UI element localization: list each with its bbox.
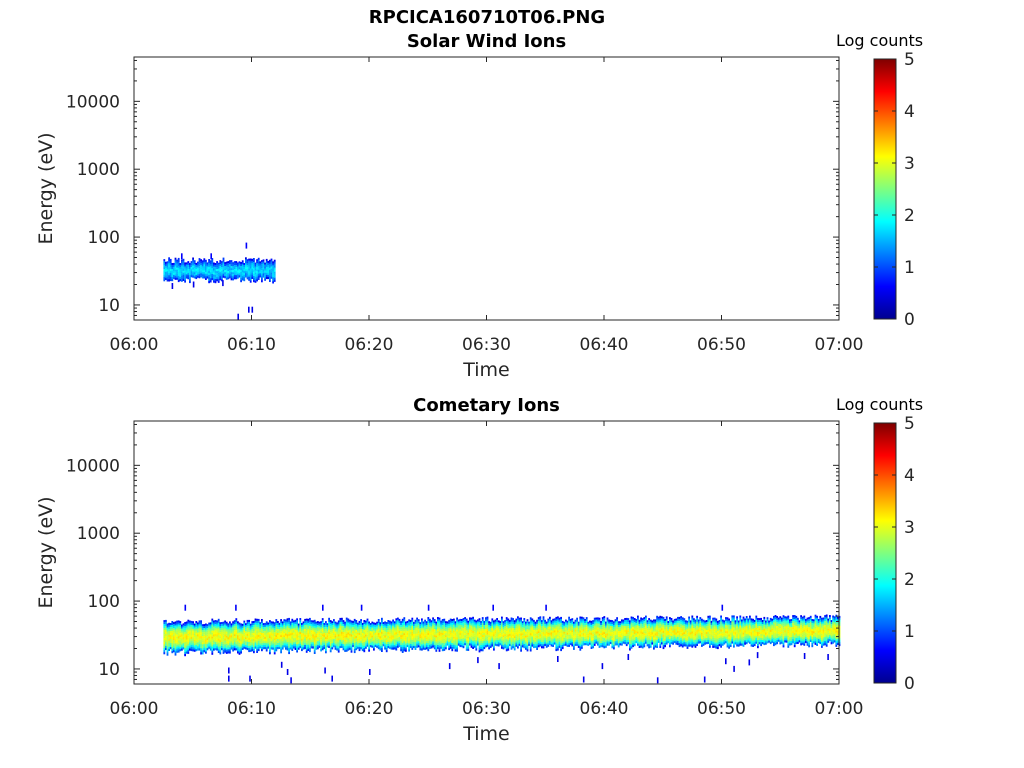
panel-2-sparse-point-13 bbox=[286, 669, 289, 675]
colorbar-2-tick-label-4: 3 bbox=[904, 518, 915, 538]
colorbar-1-label: Log counts bbox=[836, 31, 924, 50]
panel-2-sparse-point-25 bbox=[725, 658, 727, 665]
panel-2-sparse-point-22 bbox=[601, 663, 604, 670]
figure-title: RPCICA160710T06.PNG bbox=[368, 7, 606, 28]
panel-1-sparse-point-1 bbox=[245, 242, 248, 249]
panel-2-sparse-point-10 bbox=[228, 675, 230, 682]
panel-2-title: Cometary Ions bbox=[413, 395, 560, 416]
panel-1-x-tick-label-6: 06:50 bbox=[697, 335, 746, 355]
panel-1-sparse-point-3 bbox=[251, 306, 254, 313]
colorbar-1-tick-label-4: 3 bbox=[904, 154, 915, 174]
panel-2-sparse-point-7 bbox=[545, 604, 547, 611]
panel-2-sparse-point-23 bbox=[656, 677, 659, 684]
colorbar-2 bbox=[873, 422, 897, 684]
panel-1-band-1 bbox=[163, 257, 276, 284]
panel-1-y-tick-label-3: 1000 bbox=[77, 160, 120, 180]
panel-1-y-axis-label: Energy (eV) bbox=[35, 132, 57, 244]
panel-2-sparse-point-15 bbox=[324, 667, 326, 674]
panel-1-x-axis-label: Time bbox=[462, 359, 510, 381]
panel-2-x-tick-label-4: 06:30 bbox=[462, 699, 511, 719]
colorbar-1-tick-label-6: 5 bbox=[904, 50, 915, 70]
panel-2-sparse-point-4 bbox=[360, 604, 363, 611]
panel-1-y-tick-label-4: 10000 bbox=[66, 92, 120, 112]
panel-2-y-axis-label: Energy (eV) bbox=[35, 496, 57, 608]
colorbar-1-tick-label-1: 0 bbox=[904, 310, 915, 330]
panel-2-sparse-point-6 bbox=[492, 604, 494, 611]
panel-1-y-tick-label-1: 10 bbox=[98, 296, 120, 316]
panel-1-title: Solar Wind Ions bbox=[406, 31, 567, 52]
colorbar-2-tick-label-3: 2 bbox=[904, 570, 915, 590]
panel-2-y-tick-label-1: 10 bbox=[98, 660, 120, 680]
colorbar-1-tick-label-2: 1 bbox=[904, 258, 915, 278]
panel-1-axes-box bbox=[133, 56, 840, 321]
panel-2-x-tick-label-6: 06:50 bbox=[697, 699, 746, 719]
panel-2-sparse-point-28 bbox=[756, 652, 759, 659]
panel-2-sparse-point-8 bbox=[721, 604, 724, 611]
panel-1-sparse-point-6 bbox=[210, 253, 212, 260]
panel-2-sparse-point-32 bbox=[627, 654, 630, 660]
panel-2-x-tick-label-7: 07:00 bbox=[815, 699, 864, 719]
panel-1-sparse-point-4 bbox=[237, 313, 239, 320]
colorbar-2-tick-label-6: 5 bbox=[904, 414, 915, 434]
panel-2-x-tick-label-2: 06:10 bbox=[227, 699, 276, 719]
colorbar-1-tick-label-5: 4 bbox=[904, 102, 915, 122]
panel-1-x-tick-label-7: 07:00 bbox=[815, 335, 864, 355]
panel-2-sparse-point-1 bbox=[184, 604, 187, 611]
panel-2-sparse-point-18 bbox=[448, 663, 451, 670]
colorbar-1-tick-label-3: 2 bbox=[904, 206, 915, 226]
panel-2-band-1 bbox=[163, 614, 841, 657]
panel-2-sparse-point-3 bbox=[322, 604, 324, 611]
panel-2-sparse-point-27 bbox=[748, 659, 751, 666]
panel-2-sparse-point-9 bbox=[228, 667, 230, 674]
colorbar-2-tick-label-1: 0 bbox=[904, 674, 915, 694]
colorbar-1 bbox=[873, 58, 897, 320]
panel-2-y-tick-label-4: 10000 bbox=[66, 456, 120, 476]
panel-2-sparse-point-21 bbox=[582, 676, 585, 683]
panel-1-sparse-point-9 bbox=[222, 280, 224, 287]
panel-1-x-tick-label-5: 06:40 bbox=[580, 335, 629, 355]
panel-2-sparse-point-14 bbox=[290, 677, 292, 684]
panel-2-sparse-point-26 bbox=[733, 665, 735, 672]
panel-1-x-tick-label-1: 06:00 bbox=[110, 335, 159, 355]
panel-2-sparse-point-29 bbox=[803, 653, 806, 659]
panel-2-sparse-point-30 bbox=[827, 654, 829, 660]
panel-2-sparse-point-19 bbox=[477, 657, 479, 664]
panel-2-sparse-point-20 bbox=[498, 663, 500, 670]
panel-2-y-tick-label-2: 100 bbox=[88, 592, 120, 612]
panel-1-y-tick-label-2: 100 bbox=[88, 228, 120, 248]
colorbar-2-tick-label-5: 4 bbox=[904, 466, 915, 486]
panel-2-x-tick-label-5: 06:40 bbox=[580, 699, 629, 719]
panel-2-sparse-point-12 bbox=[280, 661, 283, 668]
panel-2-x-tick-label-1: 06:00 bbox=[110, 699, 159, 719]
panel-2-sparse-point-2 bbox=[235, 604, 237, 611]
panel-1-sparse-point-2 bbox=[248, 306, 250, 313]
colorbar-2-tick-label-2: 1 bbox=[904, 622, 915, 642]
panel-2-sparse-point-5 bbox=[427, 604, 430, 611]
panel-2-sparse-point-16 bbox=[331, 675, 333, 682]
panel-2-x-axis-label: Time bbox=[462, 723, 510, 745]
panel-1-sparse-point-5 bbox=[181, 253, 183, 260]
panel-2-y-tick-label-3: 1000 bbox=[77, 524, 120, 544]
panel-1-x-tick-label-2: 06:10 bbox=[227, 335, 276, 355]
panel-1-x-tick-label-4: 06:30 bbox=[462, 335, 511, 355]
panel-2-x-tick-label-3: 06:20 bbox=[345, 699, 394, 719]
panel-2-sparse-point-11 bbox=[249, 675, 251, 682]
panel-1-x-tick-label-3: 06:20 bbox=[345, 335, 394, 355]
panel-2-sparse-point-31 bbox=[557, 656, 559, 662]
panel-1-sparse-point-7 bbox=[171, 283, 174, 289]
panel-2-sparse-point-17 bbox=[369, 669, 371, 675]
colorbar-2-label: Log counts bbox=[836, 395, 924, 414]
panel-1-sparse-point-8 bbox=[192, 281, 195, 288]
panel-2-sparse-point-24 bbox=[703, 676, 706, 683]
